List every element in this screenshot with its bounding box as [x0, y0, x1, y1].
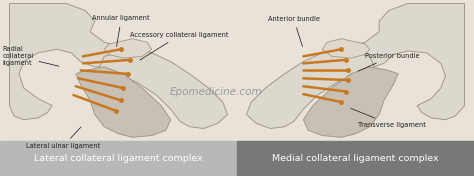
- Text: Posterior bundle: Posterior bundle: [358, 53, 419, 71]
- Text: Lateral collateral ligament complex: Lateral collateral ligament complex: [34, 154, 203, 163]
- Polygon shape: [337, 4, 465, 120]
- Polygon shape: [104, 39, 152, 58]
- Polygon shape: [246, 49, 374, 128]
- Polygon shape: [76, 67, 171, 137]
- Text: Anterior bundle: Anterior bundle: [268, 16, 320, 47]
- Bar: [237, 141, 474, 176]
- Text: Lateral ulnar ligament: Lateral ulnar ligament: [26, 127, 100, 149]
- Polygon shape: [100, 49, 228, 128]
- Polygon shape: [303, 67, 398, 137]
- Polygon shape: [9, 4, 133, 120]
- Text: Annular ligament: Annular ligament: [92, 15, 150, 46]
- Text: Medial collateral ligament complex: Medial collateral ligament complex: [272, 154, 439, 163]
- Text: Radial
collateral
ligament: Radial collateral ligament: [2, 46, 59, 66]
- Text: Accessory collateral ligament: Accessory collateral ligament: [130, 32, 229, 60]
- Polygon shape: [322, 39, 370, 58]
- Text: Transverse ligament: Transverse ligament: [351, 108, 426, 128]
- Text: Epomedicine.com: Epomedicine.com: [169, 87, 262, 96]
- Bar: [0, 141, 237, 176]
